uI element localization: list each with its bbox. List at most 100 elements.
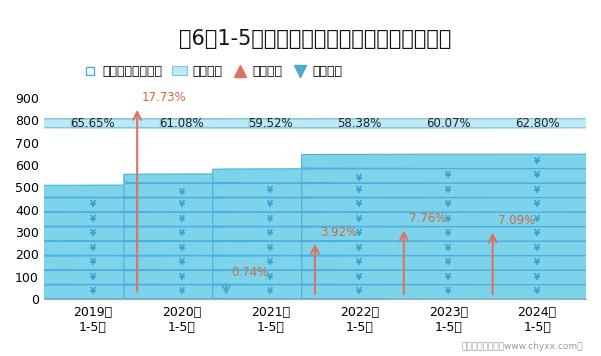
Text: ¥: ¥: [267, 258, 273, 267]
FancyBboxPatch shape: [0, 119, 380, 128]
Text: ¥: ¥: [178, 244, 185, 253]
Text: 0.74%: 0.74%: [231, 266, 269, 279]
Text: ¥: ¥: [356, 215, 362, 224]
Text: ¥: ¥: [534, 229, 540, 238]
Text: ¥: ¥: [534, 185, 540, 195]
Text: 7.09%: 7.09%: [498, 215, 535, 227]
Text: ¥: ¥: [90, 229, 96, 238]
Text: ¥: ¥: [267, 229, 273, 238]
Text: 59.52%: 59.52%: [248, 117, 293, 130]
Text: ¥: ¥: [445, 273, 451, 282]
FancyBboxPatch shape: [124, 270, 595, 284]
Text: ¥: ¥: [445, 185, 451, 195]
FancyBboxPatch shape: [0, 227, 328, 241]
Text: ¥: ¥: [534, 273, 540, 282]
FancyBboxPatch shape: [124, 183, 595, 198]
Text: ¥: ¥: [534, 200, 540, 209]
Text: ¥: ¥: [90, 244, 96, 253]
FancyBboxPatch shape: [0, 241, 328, 256]
FancyBboxPatch shape: [0, 285, 328, 299]
FancyBboxPatch shape: [302, 198, 601, 212]
FancyBboxPatch shape: [213, 212, 601, 226]
FancyBboxPatch shape: [302, 241, 601, 256]
FancyBboxPatch shape: [0, 270, 328, 284]
FancyBboxPatch shape: [213, 227, 601, 241]
FancyBboxPatch shape: [302, 285, 601, 299]
FancyBboxPatch shape: [124, 212, 595, 226]
Text: ¥: ¥: [534, 258, 540, 267]
FancyBboxPatch shape: [0, 119, 469, 128]
FancyBboxPatch shape: [72, 119, 601, 128]
Text: ¥: ¥: [90, 287, 96, 296]
Text: ¥: ¥: [534, 215, 540, 224]
Text: ¥: ¥: [267, 215, 273, 224]
Text: ¥: ¥: [356, 287, 362, 296]
Text: ¥: ¥: [178, 200, 185, 209]
FancyBboxPatch shape: [0, 119, 558, 128]
Text: ¥: ¥: [356, 229, 362, 238]
FancyBboxPatch shape: [302, 256, 601, 270]
Text: ¥: ¥: [267, 187, 273, 195]
Text: ¥: ¥: [178, 215, 185, 224]
Text: ¥: ¥: [356, 174, 362, 183]
Text: ¥: ¥: [356, 258, 362, 267]
FancyBboxPatch shape: [0, 212, 417, 226]
FancyBboxPatch shape: [213, 169, 601, 183]
Text: ¥: ¥: [267, 200, 273, 209]
Text: 制图：智研咨询（www.chyxx.com）: 制图：智研咨询（www.chyxx.com）: [462, 342, 583, 351]
FancyBboxPatch shape: [0, 198, 417, 212]
FancyBboxPatch shape: [302, 183, 601, 198]
Text: ¥: ¥: [178, 273, 185, 282]
Text: 58.38%: 58.38%: [337, 117, 382, 130]
FancyBboxPatch shape: [213, 183, 601, 198]
Text: 17.73%: 17.73%: [142, 90, 186, 104]
Text: 61.08%: 61.08%: [159, 117, 204, 130]
FancyBboxPatch shape: [213, 270, 601, 284]
Text: ¥: ¥: [90, 215, 96, 224]
Text: ¥: ¥: [445, 287, 451, 296]
FancyBboxPatch shape: [302, 169, 601, 183]
Text: ¥: ¥: [445, 215, 451, 224]
FancyBboxPatch shape: [124, 198, 595, 212]
Text: ¥: ¥: [178, 188, 185, 197]
FancyBboxPatch shape: [213, 285, 601, 299]
FancyBboxPatch shape: [0, 241, 417, 256]
FancyBboxPatch shape: [124, 227, 595, 241]
FancyBboxPatch shape: [0, 212, 328, 226]
FancyBboxPatch shape: [35, 270, 506, 284]
Text: 65.65%: 65.65%: [70, 117, 115, 130]
Text: 60.07%: 60.07%: [426, 117, 471, 130]
FancyBboxPatch shape: [0, 285, 417, 299]
Text: ¥: ¥: [90, 200, 96, 209]
FancyBboxPatch shape: [302, 212, 601, 226]
Text: 62.80%: 62.80%: [515, 117, 560, 130]
Text: 3.92%: 3.92%: [320, 226, 358, 239]
FancyBboxPatch shape: [124, 256, 595, 270]
Text: ¥: ¥: [445, 244, 451, 253]
FancyBboxPatch shape: [35, 285, 506, 299]
Text: ¥: ¥: [356, 200, 362, 209]
Text: ¥: ¥: [178, 258, 185, 267]
Text: ¥: ¥: [534, 157, 540, 166]
Text: ¥: ¥: [445, 200, 451, 209]
Text: ¥: ¥: [356, 244, 362, 253]
FancyBboxPatch shape: [0, 256, 328, 270]
FancyBboxPatch shape: [124, 174, 595, 183]
Text: ¥: ¥: [534, 287, 540, 296]
Legend: 累计保费（亿元）, 寿险占比, 同比增加, 同比减少: 累计保费（亿元）, 寿险占比, 同比增加, 同比减少: [77, 60, 347, 83]
Text: ¥: ¥: [445, 171, 451, 180]
FancyBboxPatch shape: [0, 256, 417, 270]
Text: ¥: ¥: [90, 258, 96, 267]
FancyBboxPatch shape: [160, 119, 601, 128]
Text: ¥: ¥: [178, 287, 185, 296]
FancyBboxPatch shape: [213, 198, 601, 212]
Text: ¥: ¥: [267, 244, 273, 253]
Text: ¥: ¥: [267, 287, 273, 296]
FancyBboxPatch shape: [35, 212, 506, 226]
FancyBboxPatch shape: [0, 198, 328, 212]
FancyBboxPatch shape: [35, 198, 506, 212]
Text: ¥: ¥: [445, 229, 451, 238]
Text: 7.76%: 7.76%: [409, 212, 447, 225]
FancyBboxPatch shape: [302, 227, 601, 241]
FancyBboxPatch shape: [124, 285, 595, 299]
